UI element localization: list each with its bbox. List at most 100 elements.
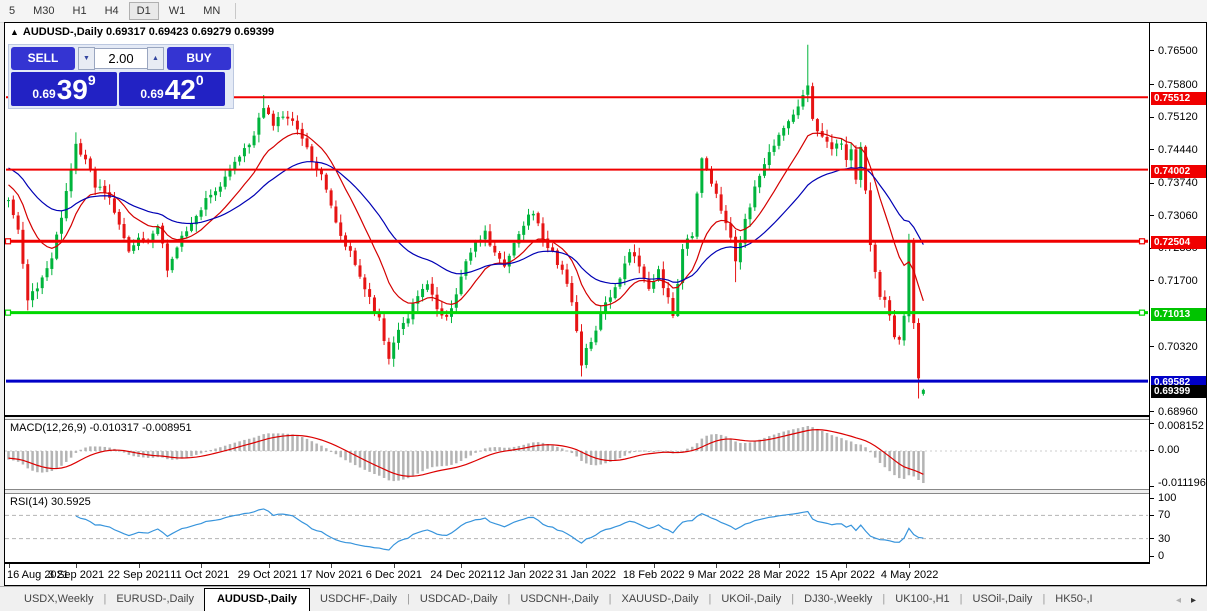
date-label: 9 Mar 2022 [688, 569, 744, 581]
date-tick [138, 564, 140, 568]
timeframe-toolbar: 5 M30 H1 H4 D1 W1 MN [0, 0, 1207, 23]
tab-usdchf-daily[interactable]: USDCHF-,Daily [320, 593, 398, 605]
buy-button[interactable]: BUY [167, 47, 231, 70]
tab-usdx-weekly[interactable]: USDX,Weekly [24, 593, 94, 605]
timeframe-button-D1[interactable]: D1 [128, 2, 159, 20]
date-tick [523, 564, 525, 568]
date-tick [268, 564, 270, 568]
axis-tick [1150, 514, 1154, 516]
axis-label: 0.74440 [1158, 143, 1198, 156]
date-tick [393, 564, 395, 568]
macd-panel[interactable]: MACD(12,26,9) -0.010317 -0.008951 [5, 419, 1149, 490]
date-tick [201, 564, 203, 568]
timeframe-button-M30[interactable]: M30 [33, 5, 55, 17]
axis-label: 0.75800 [1158, 78, 1198, 91]
date-label: 24 Dec 2021 [430, 569, 493, 581]
axis-label: 0.76500 [1158, 44, 1198, 57]
axis-tick [1150, 149, 1154, 151]
axis-tick [1150, 555, 1154, 557]
date-tick [778, 564, 780, 568]
symbol-collapse-icon[interactable]: ▲ [10, 27, 19, 37]
date-tick [8, 564, 10, 568]
date-tick [586, 564, 588, 568]
date-label: 4 May 2022 [880, 569, 939, 581]
date-label: 29 Oct 2021 [237, 569, 298, 581]
volume-control: ▼ ▲ [78, 47, 164, 70]
axis-label: 100 [1158, 492, 1177, 504]
main-chart-panel[interactable]: ▲ AUDUSD-,Daily 0.69317 0.69423 0.69279 0.693… [5, 23, 1149, 415]
timeframe-button-H4[interactable]: H4 [104, 5, 119, 17]
date-tick [653, 564, 655, 568]
tab-separator: | [608, 593, 612, 605]
tab-scroll-left-icon[interactable]: ◂ [1175, 595, 1181, 606]
buy-price-display[interactable]: 0.69 42 0 [119, 72, 225, 106]
tab-hk50-i[interactable]: HK50-,I [1055, 593, 1093, 605]
tab-separator: | [407, 593, 410, 605]
tab-xauusd-daily[interactable]: XAUUSD-,Daily [621, 593, 699, 605]
price-tag-0.71013: 0.71013 [1151, 307, 1206, 321]
timeframe-button-MN[interactable]: MN [203, 5, 221, 17]
date-tick [908, 564, 910, 568]
volume-input[interactable] [95, 48, 147, 69]
hline-handle[interactable] [1138, 309, 1146, 316]
axis-tick [1150, 280, 1154, 282]
tab-separator: | [882, 593, 886, 605]
axis-label: -0.011196 [1158, 477, 1206, 489]
panel-separator [5, 415, 1149, 417]
date-tick [461, 564, 463, 568]
price-axis[interactable]: 0.76500 0.75800 0.75120 0.74440 0.73740 0.730… [1149, 23, 1206, 564]
tab-dj30-weekly[interactable]: DJ30-,Weekly [804, 593, 873, 605]
quote-close: 0.69399 [234, 26, 275, 38]
date-tick [331, 564, 333, 568]
timeframe-button-5[interactable]: 5 [9, 5, 16, 17]
tab-eurusd-daily[interactable]: EURUSD-,Daily [116, 593, 194, 605]
date-label: 17 Nov 2021 [300, 569, 363, 581]
tab-usdcnh-daily[interactable]: USDCNH-,Daily [520, 593, 599, 605]
timeframe-button-W1[interactable]: W1 [168, 5, 186, 17]
quote-symbol: AUDUSD-,Daily [22, 26, 103, 38]
rsi-panel[interactable]: RSI(14) 30.5925 [5, 493, 1149, 562]
symbol-tab-bar: USDX,Weekly | EURUSD-,Daily AUDUSD-,Daily US… [0, 586, 1207, 611]
panel-splitter[interactable] [5, 490, 1149, 493]
date-label: 16 Aug 2021 [7, 569, 69, 581]
timeframe-button-H1[interactable]: H1 [72, 5, 87, 17]
tab-separator: | [791, 593, 795, 605]
axis-label: 0.71700 [1158, 274, 1198, 287]
rsi-chart[interactable] [5, 494, 1149, 562]
hline-handle[interactable] [5, 309, 12, 316]
tab-usdcad-daily[interactable]: USDCAD-,Daily [419, 593, 498, 605]
axis-tick [1150, 50, 1154, 52]
volume-decrease-icon[interactable]: ▼ [78, 47, 95, 70]
price-tag-0.74002: 0.74002 [1151, 164, 1206, 178]
sell-price-display[interactable]: 0.69 39 9 [11, 72, 117, 106]
price-tag-0.75512: 0.75512 [1151, 92, 1206, 106]
hline-handle[interactable] [1138, 238, 1146, 245]
quote-open: 0.69317 [106, 26, 146, 38]
tab-usoil-daily[interactable]: USOil-,Daily [972, 593, 1033, 605]
axis-tick [1150, 346, 1154, 348]
tab-separator: | [708, 593, 712, 605]
axis-tick [1150, 422, 1154, 424]
axis-label: 0 [1158, 550, 1165, 562]
candlestick-chart[interactable] [5, 23, 1149, 415]
panel-splitter[interactable] [5, 417, 1149, 419]
tab-separator: | [103, 593, 107, 605]
tab-audusd-daily[interactable]: AUDUSD-,Daily [203, 588, 311, 611]
date-axis[interactable]: 16 Aug 2021 3 Sep 2021 22 Sep 2021 11 Oct 2… [5, 564, 1206, 585]
axis-label: 0.75120 [1158, 111, 1198, 124]
hline-handle[interactable] [5, 238, 12, 245]
tab-ukoil-daily[interactable]: UKOil-,Daily [721, 593, 782, 605]
macd-chart[interactable] [5, 420, 1149, 489]
date-label: 28 Mar 2022 [748, 569, 810, 581]
axis-label: 30 [1158, 532, 1171, 545]
axis-tick [1150, 215, 1154, 217]
sell-button[interactable]: SELL [11, 47, 75, 70]
date-tick [846, 564, 848, 568]
tab-scroll-right-icon[interactable]: ▸ [1190, 595, 1196, 606]
date-label: 12 Jan 2022 [492, 569, 554, 581]
tab-uk100-h1[interactable]: UK100-,H1 [895, 593, 950, 605]
quote-header: ▲ AUDUSD-,Daily 0.69317 0.69423 0.69279 0.693… [10, 26, 277, 38]
chart-window: ▲ AUDUSD-,Daily 0.69317 0.69423 0.69279 0.693… [4, 22, 1207, 586]
volume-increase-icon[interactable]: ▲ [147, 47, 164, 70]
quote-high: 0.69423 [148, 26, 189, 38]
